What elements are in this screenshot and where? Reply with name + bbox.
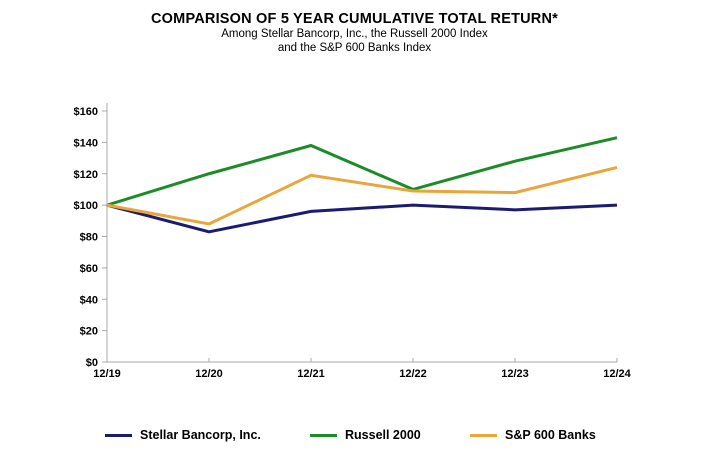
y-axis-tick-label: $100 bbox=[74, 200, 98, 212]
legend-swatch-russell-line-icon bbox=[310, 433, 337, 437]
legend-item-russell: Russell 2000 bbox=[310, 426, 421, 444]
legend-item-sp600banks: S&P 600 Banks bbox=[470, 426, 596, 444]
legend-swatch-stellar-line-icon bbox=[105, 433, 132, 437]
x-axis-tick-label: 12/24 bbox=[603, 368, 631, 380]
x-axis-tick-label: 12/20 bbox=[195, 368, 223, 380]
series-line-0 bbox=[106, 203, 618, 234]
chart-legend: Stellar Bancorp, Inc. Russell 2000 S&P 6… bbox=[0, 426, 709, 446]
series-line-2 bbox=[106, 166, 618, 226]
legend-label-stellar: Stellar Bancorp, Inc. bbox=[140, 428, 261, 442]
y-axis-tick-label: $120 bbox=[74, 169, 98, 181]
x-axis-tick-label: 12/19 bbox=[93, 368, 121, 380]
chart-title: COMPARISON OF 5 YEAR CUMULATIVE TOTAL RE… bbox=[151, 11, 558, 27]
x-axis-tick-label: 12/23 bbox=[501, 368, 529, 380]
chart-subtitle-line2: and the S&P 600 Banks Index bbox=[277, 41, 432, 54]
y-axis-tick-label: $60 bbox=[80, 263, 98, 275]
y-axis-tick-label: $140 bbox=[74, 137, 98, 149]
chart-subtitle-line1: Among Stellar Bancorp, Inc., the Russell… bbox=[221, 28, 488, 40]
legend-label-russell: Russell 2000 bbox=[345, 428, 421, 442]
y-axis-tick-label: $160 bbox=[74, 106, 98, 118]
chart: $0 $20 $40 $60 $80 $100 $120 $140 $160 12/19 12/20… bbox=[74, 103, 632, 380]
legend-label-sp600banks: S&P 600 Banks bbox=[505, 428, 596, 442]
series-line-1 bbox=[106, 136, 618, 207]
x-axis-tick-label: 12/22 bbox=[399, 368, 427, 380]
y-axis-tick-label: $40 bbox=[80, 294, 98, 306]
y-axis-tick-label: $80 bbox=[80, 232, 98, 244]
legend-swatch-sp600banks-line-icon bbox=[470, 433, 497, 437]
x-axis-tick-label: 12/21 bbox=[297, 368, 325, 380]
y-axis-tick-label: $20 bbox=[80, 326, 98, 338]
chart-header: COMPARISON OF 5 YEAR CUMULATIVE TOTAL RE… bbox=[0, 11, 709, 55]
legend-item-stellar: Stellar Bancorp, Inc. bbox=[105, 426, 261, 444]
y-axis-tick-label: $0 bbox=[86, 357, 98, 369]
